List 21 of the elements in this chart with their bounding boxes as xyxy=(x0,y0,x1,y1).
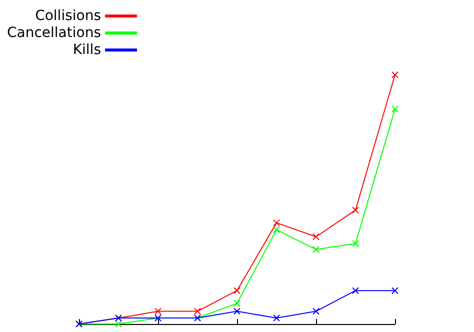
point xyxy=(392,106,398,113)
point xyxy=(234,287,240,294)
point xyxy=(234,308,240,315)
point xyxy=(312,246,320,253)
point xyxy=(312,308,320,315)
point xyxy=(312,233,320,240)
point xyxy=(392,71,398,78)
point xyxy=(273,226,280,234)
point xyxy=(352,240,359,247)
point xyxy=(352,287,359,294)
point xyxy=(273,219,280,226)
point xyxy=(115,320,122,328)
point xyxy=(352,206,359,214)
point xyxy=(154,308,162,315)
point xyxy=(392,287,398,294)
legend-label: Kills xyxy=(72,42,102,58)
point xyxy=(273,314,280,322)
legend-label: Cancellations xyxy=(6,25,102,41)
point xyxy=(194,308,201,315)
legend-label: Collisions xyxy=(35,8,102,24)
point xyxy=(234,300,240,307)
